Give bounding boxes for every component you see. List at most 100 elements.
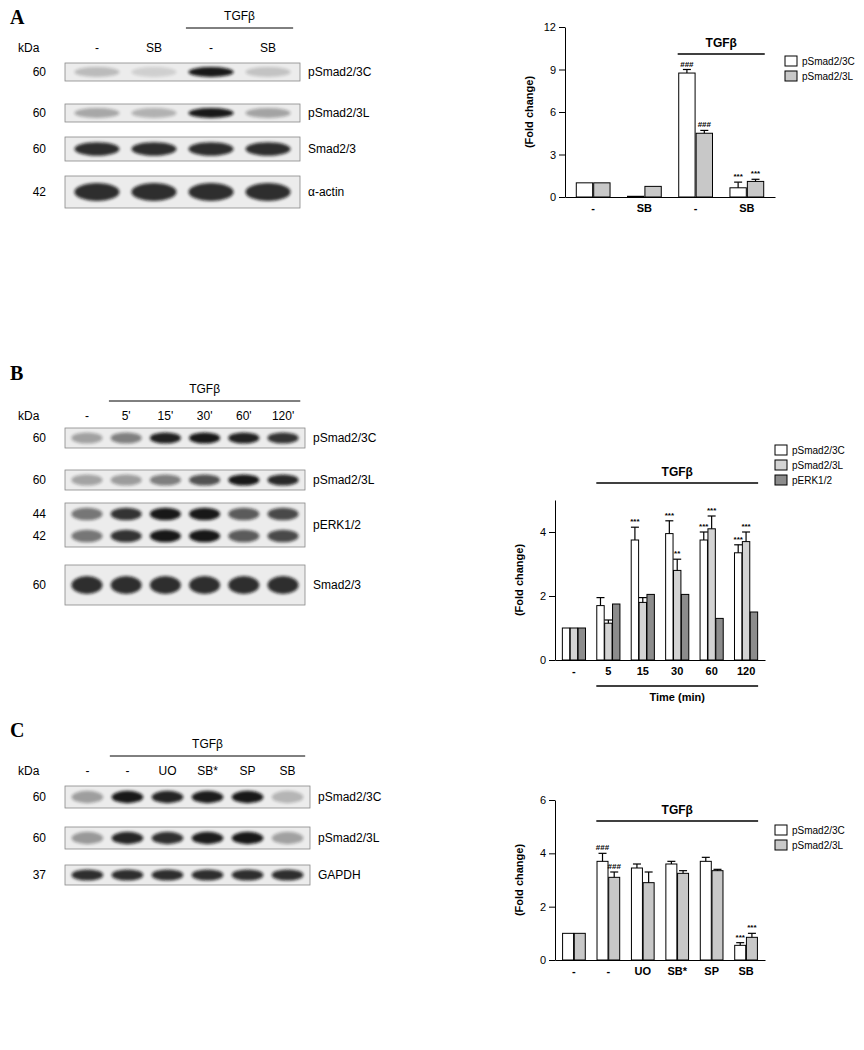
blot-band (245, 183, 290, 201)
blot-band (245, 67, 290, 77)
panel-letter: C (10, 719, 24, 741)
blot-band (189, 508, 220, 521)
error-bar-stem (669, 521, 670, 534)
blot-band (268, 432, 299, 443)
bar (578, 628, 585, 660)
bar (639, 602, 646, 660)
bar (631, 540, 638, 660)
blot-strip (65, 565, 305, 605)
legend-swatch (775, 840, 787, 850)
x-tick-label: - (591, 202, 595, 214)
bar (613, 604, 620, 660)
x-axis-line (566, 197, 776, 198)
y-tick: 4 (540, 847, 555, 859)
x-axis: -5153060120 (556, 661, 766, 677)
error-bar-cap (599, 853, 607, 854)
blot-band (189, 576, 220, 594)
legend-swatch (785, 56, 797, 66)
blot-band (111, 432, 142, 443)
kda-value: 37 (33, 868, 47, 882)
error-bar-cap (752, 179, 760, 180)
x-tick: - (694, 202, 698, 214)
significance-label: ### (608, 862, 622, 871)
y-tick: 9 (550, 64, 565, 76)
blot-band (71, 530, 102, 543)
legend-label: pSmad2/3C (792, 825, 845, 836)
blot-band (228, 508, 259, 521)
x-tick-label: - (694, 202, 698, 214)
panel-letter: A (10, 6, 25, 28)
blot-band (192, 869, 224, 880)
error-bar-stem (738, 182, 739, 188)
blot-band (268, 530, 299, 543)
legend-swatch (775, 460, 787, 470)
y-tick: 0 (540, 654, 555, 666)
group-line (109, 401, 300, 402)
y-axis-title: (Fold change) (513, 844, 525, 916)
blot-band (189, 530, 220, 543)
x-tick-label: UO (635, 965, 652, 977)
legend-swatch (775, 825, 787, 835)
kda-value: 60 (33, 790, 47, 804)
group-label: TGFβ (189, 382, 220, 396)
error-bar-stem (614, 872, 615, 877)
blot-band (131, 142, 176, 155)
legend-label: pSmad2/3L (802, 71, 854, 82)
y-tick: 4 (540, 526, 555, 538)
blot-band (188, 108, 233, 118)
bar (576, 183, 592, 197)
error-bar-cap (734, 182, 742, 183)
blot-band (245, 142, 290, 155)
blot-band (150, 474, 181, 485)
lane-label: 30' (197, 409, 213, 423)
significance-label: ### (680, 60, 694, 69)
y-tick-label: 4 (540, 847, 546, 859)
chart-0: 036912(Fold change)-SB-SBTGFβ######*****… (523, 21, 855, 214)
blot-strip (65, 865, 310, 885)
chart-1: 024(Fold change)-5153060120TGFβTime (min… (513, 445, 845, 703)
y-tick-mark (559, 70, 565, 71)
x-axis-title: Time (min) (650, 691, 706, 703)
bar (628, 196, 644, 197)
x-tick-label: SB (739, 202, 754, 214)
lane-label: - (125, 764, 129, 778)
error-bar (679, 871, 687, 874)
significance-label: *** (733, 172, 743, 181)
significance-label: ** (674, 549, 681, 558)
group-line (596, 482, 758, 484)
error-bar (734, 545, 742, 553)
y-tick-mark (559, 155, 565, 156)
y-tick-label: 6 (550, 106, 556, 118)
blot-band (188, 183, 233, 201)
error-bar-stem (634, 527, 635, 540)
significance-label: *** (665, 511, 675, 520)
row-label: Smad2/3 (308, 142, 356, 156)
blot-band (189, 474, 220, 485)
legend-label: pERK1/2 (792, 475, 832, 486)
bar (708, 529, 715, 660)
bar (597, 606, 604, 660)
lane-label: 5' (122, 409, 131, 423)
blot-band (150, 576, 181, 594)
blot-band (232, 791, 264, 803)
row-label: pSmad2/3L (313, 473, 375, 487)
x-tick: SB (738, 965, 753, 977)
blot-band (111, 474, 142, 485)
error-bar (708, 516, 716, 529)
legend-swatch (775, 475, 787, 485)
group-line (678, 53, 765, 55)
kda-value: 42 (33, 529, 47, 543)
lane-label: SB* (197, 764, 218, 778)
x-tick: 30 (671, 665, 683, 677)
bar (679, 73, 695, 197)
bar (645, 186, 661, 197)
blot-band (188, 67, 233, 77)
panel-letter: B (10, 362, 23, 384)
y-tick-mark (559, 112, 565, 113)
error-bar (639, 598, 647, 603)
error-bar-stem (703, 532, 704, 540)
blot-band (272, 791, 304, 803)
row-label: pSmad2/3C (313, 431, 377, 445)
blot-band (268, 474, 299, 485)
bar (696, 133, 712, 197)
